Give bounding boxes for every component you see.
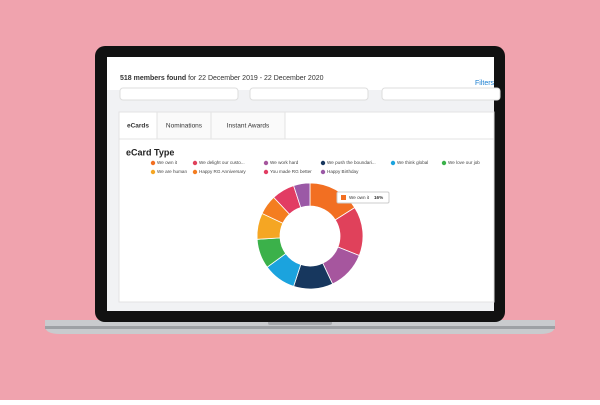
legend-swatch[interactable] — [150, 169, 156, 175]
legend-swatch[interactable] — [441, 160, 447, 166]
legend-label[interactable]: You made RG better — [270, 169, 312, 174]
tooltip-name: We own it — [349, 195, 370, 200]
legend-label[interactable]: We work hard — [270, 160, 299, 165]
header-bar — [107, 57, 494, 90]
member-count: 518 members found — [120, 75, 186, 82]
laptop-base-shade — [45, 326, 555, 329]
legend-swatch[interactable] — [192, 160, 198, 166]
legend-label[interactable]: We delight our custo... — [199, 160, 245, 165]
legend-swatch[interactable] — [150, 160, 156, 166]
date-range: for 22 December 2019 - 22 December 2020 — [188, 75, 324, 82]
tooltip-swatch — [341, 195, 346, 200]
tab[interactable] — [156, 111, 212, 140]
legend-label[interactable]: We are human — [157, 169, 187, 174]
legend-swatch[interactable] — [192, 169, 198, 175]
result-summary: 518 members found for 22 December 2019 -… — [120, 75, 324, 82]
chart-title: eCard Type — [126, 147, 174, 157]
legend-swatch[interactable] — [263, 169, 269, 175]
tab-label[interactable]: eCards — [127, 123, 149, 130]
tab[interactable] — [118, 111, 158, 140]
legend-label[interactable]: Happy RG Anniversary — [199, 169, 246, 174]
tab-label[interactable]: Instant Awards — [227, 123, 270, 130]
legend-swatch[interactable] — [263, 160, 269, 166]
tooltip — [336, 191, 390, 204]
tooltip-value: 16% — [374, 195, 383, 200]
filters-link[interactable]: Filters — [475, 80, 495, 87]
tab[interactable] — [210, 111, 286, 140]
summary-card — [381, 87, 501, 101]
legend-swatch[interactable] — [320, 169, 326, 175]
legend-label[interactable]: We think global — [397, 160, 428, 165]
legend-label[interactable]: We push the boundari... — [327, 160, 376, 165]
legend-swatch[interactable] — [320, 160, 326, 166]
legend-label[interactable]: We love our job — [448, 160, 480, 165]
donut-segment[interactable] — [293, 182, 311, 208]
tab-label[interactable]: Nominations — [166, 123, 203, 130]
legend-swatch[interactable] — [390, 160, 396, 166]
legend-label[interactable]: We own it — [157, 160, 178, 165]
legend-label[interactable]: Happy Birthday — [327, 169, 359, 174]
summary-card — [249, 87, 369, 101]
summary-card — [119, 87, 239, 101]
